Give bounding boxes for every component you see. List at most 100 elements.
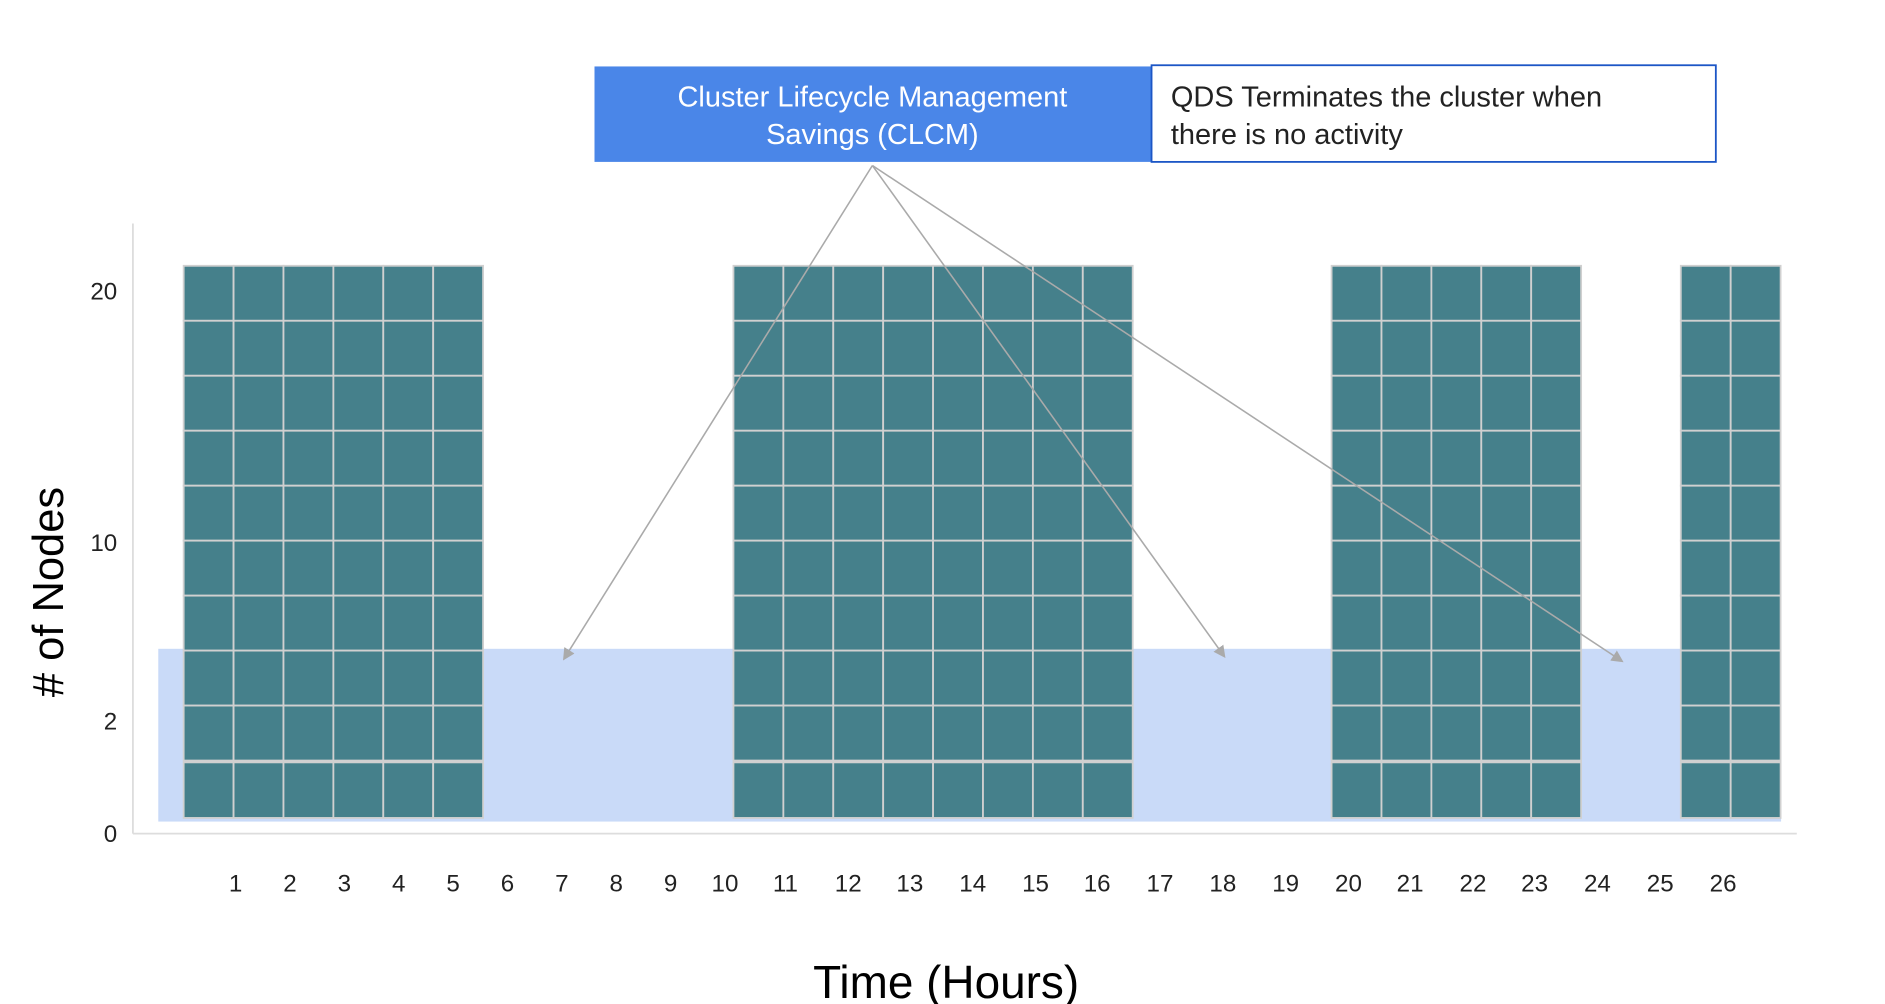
node-cell <box>1031 374 1084 432</box>
node-cell <box>1031 704 1084 762</box>
node-cell <box>182 484 235 542</box>
x-label: 9 <box>664 871 677 898</box>
node-cell <box>1430 319 1483 377</box>
x-label: 1 <box>229 871 242 898</box>
node-cell <box>1380 539 1433 597</box>
node-cell <box>782 374 835 432</box>
node-cell <box>1480 429 1533 487</box>
x-label: 12 <box>835 871 862 898</box>
node-cell <box>182 264 235 322</box>
node-cell <box>382 704 435 762</box>
callout-note-box <box>1150 64 1717 163</box>
node-cell <box>1530 704 1583 762</box>
node-cell <box>732 649 785 707</box>
node-cell <box>1430 374 1483 432</box>
node-cell <box>282 594 335 652</box>
node-cell <box>1729 594 1782 652</box>
node-cell <box>1430 264 1483 322</box>
node-cell <box>282 539 335 597</box>
node-cell <box>1330 594 1383 652</box>
node-cell <box>932 484 984 542</box>
node-cell <box>1679 319 1732 377</box>
x-label: 18 <box>1209 871 1236 898</box>
node-cell <box>1031 539 1084 597</box>
node-cell <box>832 264 885 322</box>
node-cell <box>832 429 885 487</box>
node-cell <box>332 594 385 652</box>
node-cell <box>232 484 285 542</box>
node-cell <box>982 484 1034 542</box>
node-cell <box>882 429 934 487</box>
node-cell <box>332 429 385 487</box>
node-cell <box>1380 374 1433 432</box>
x-label: 20 <box>1335 871 1362 898</box>
node-cell <box>982 704 1034 762</box>
node-cell <box>932 429 984 487</box>
node-cell <box>332 264 385 322</box>
node-cell <box>782 761 835 819</box>
node-cell <box>382 649 435 707</box>
node-cell <box>1081 761 1134 819</box>
node-cell <box>1430 539 1483 597</box>
node-cell <box>1380 429 1433 487</box>
node-cell <box>1031 264 1084 322</box>
node-cell <box>982 539 1034 597</box>
callout-note: there is no activity <box>1171 119 1403 151</box>
node-cell <box>982 374 1034 432</box>
x-label: 7 <box>555 871 568 898</box>
node-cell <box>1480 539 1533 597</box>
node-cell <box>1480 319 1533 377</box>
node-cell <box>182 649 235 707</box>
node-cell <box>1380 704 1433 762</box>
x-label: 6 <box>501 871 514 898</box>
node-cell <box>1031 761 1084 819</box>
node-cell <box>1729 649 1782 707</box>
x-label: 21 <box>1397 871 1424 898</box>
node-cell <box>332 319 385 377</box>
node-cell <box>1081 264 1134 322</box>
node-cell <box>382 429 435 487</box>
node-cell <box>732 761 785 819</box>
x-label: 16 <box>1084 871 1111 898</box>
node-cell <box>1081 539 1134 597</box>
node-cell <box>432 484 484 542</box>
node-cell <box>1031 594 1084 652</box>
node-cell <box>1330 374 1383 432</box>
node-cell <box>1679 704 1732 762</box>
node-cell <box>1729 319 1782 377</box>
node-cell <box>1430 484 1483 542</box>
node-cell <box>1430 594 1483 652</box>
x-label: 2 <box>283 871 296 898</box>
node-cell <box>282 649 335 707</box>
node-cell <box>1031 319 1084 377</box>
y-label: 10 <box>90 530 117 557</box>
x-axis-title: Time (Hours) <box>813 956 1079 1004</box>
x-label: 10 <box>712 871 739 898</box>
node-cell <box>1380 264 1433 322</box>
node-cell <box>882 484 934 542</box>
node-cell <box>782 704 835 762</box>
node-cell <box>332 704 385 762</box>
node-cell <box>982 649 1034 707</box>
node-cell <box>1430 649 1483 707</box>
node-cell <box>282 374 335 432</box>
node-cell <box>232 594 285 652</box>
arrow <box>871 165 1226 659</box>
node-cell <box>1530 649 1583 707</box>
node-cell <box>1380 484 1433 542</box>
node-cell <box>882 761 934 819</box>
node-cell <box>232 649 285 707</box>
node-cell <box>782 594 835 652</box>
node-cell <box>432 704 484 762</box>
node-cell <box>282 704 335 762</box>
node-cell <box>1530 264 1583 322</box>
node-cell <box>332 761 385 819</box>
callout-title-box <box>594 66 1152 162</box>
node-cell <box>1081 429 1134 487</box>
x-label: 26 <box>1710 871 1737 898</box>
callout-note: QDS Terminates the cluster when <box>1171 81 1602 113</box>
node-cell <box>282 264 335 322</box>
node-cell <box>1081 319 1134 377</box>
node-cell <box>832 484 885 542</box>
